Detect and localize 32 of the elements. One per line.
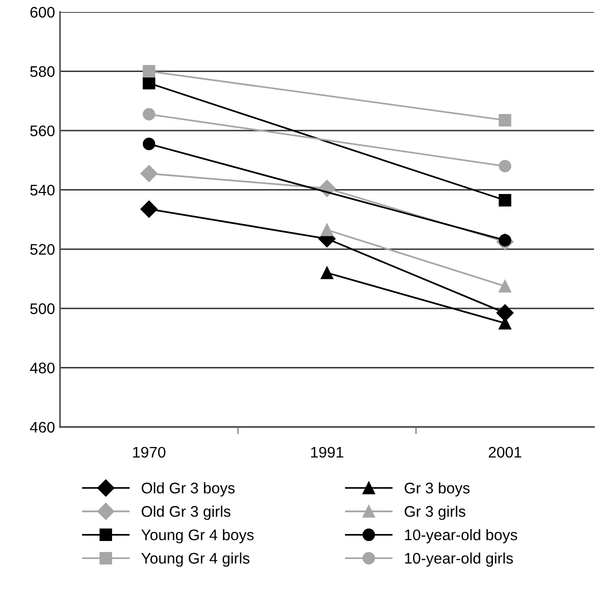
point [498, 114, 512, 126]
legend-label: Young Gr 4 boys [141, 529, 254, 544]
y-tick-label: 460 [30, 422, 55, 433]
legend-label: Old Gr 3 boys [142, 482, 235, 496]
point [498, 194, 512, 206]
y-tick-label: 500 [30, 303, 55, 314]
point [142, 138, 156, 150]
y-tick-label: 480 [30, 362, 55, 374]
legend-label: 10-year-old boys [405, 529, 518, 544]
x-tick-label: 2001 [488, 446, 522, 458]
point [320, 224, 334, 236]
y-tick-label: 580 [30, 66, 55, 77]
legend-label: Young Gr 4 girls [141, 552, 250, 567]
legend-label: Gr 3 boys [404, 482, 470, 496]
point [140, 200, 158, 218]
point [142, 108, 156, 121]
x-tick-label: 1970 [133, 446, 166, 458]
point [320, 266, 334, 280]
point [142, 76, 156, 90]
point [498, 160, 512, 172]
point [142, 65, 156, 78]
y-tick-label: 520 [30, 244, 55, 255]
legend-label: 10-year-old girls [405, 552, 513, 567]
legend-label: Gr 3 girls [404, 506, 466, 520]
y-tick-label: 560 [30, 125, 55, 136]
point [498, 280, 512, 292]
y-tick-label: 540 [30, 184, 55, 196]
x-tick-label: 1991 [311, 446, 344, 458]
point [496, 304, 514, 322]
point [140, 165, 158, 182]
y-tick-label: 600 [30, 6, 55, 18]
legend-label: Old Gr 3 girls [142, 506, 230, 520]
